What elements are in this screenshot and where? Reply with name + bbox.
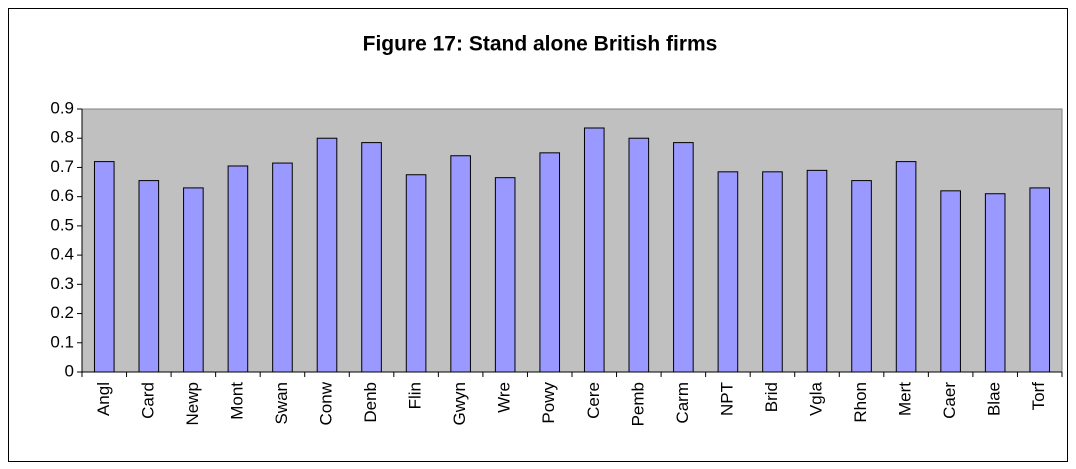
bar	[450, 155, 471, 373]
y-tick-label: 0.6	[50, 186, 74, 205]
bar	[851, 180, 872, 373]
bar	[227, 165, 249, 373]
x-tick-label: Rhon	[851, 382, 870, 423]
x-tick-label: Caer	[940, 382, 959, 419]
y-tick-label: 0.2	[50, 303, 74, 322]
chart-title: Figure 17: Stand alone British firms	[363, 33, 718, 56]
bar	[405, 174, 427, 373]
bar	[762, 171, 783, 373]
x-tick-label: Swan	[272, 382, 291, 425]
bar	[138, 180, 160, 373]
y-tick-label: 0.1	[50, 332, 74, 351]
y-tick-label: 0.9	[50, 98, 74, 117]
x-tick-label: Flin	[406, 382, 425, 409]
x-tick-label: Torf	[1029, 382, 1048, 411]
bar	[539, 152, 561, 373]
x-tick-label: Gwyn	[450, 382, 469, 425]
x-tick-label: Mert	[896, 382, 915, 416]
bar	[583, 127, 605, 373]
bar	[895, 161, 917, 373]
x-tick-label: Powy	[539, 382, 558, 424]
bar	[1029, 187, 1051, 373]
x-tick-label: NPT	[717, 382, 736, 416]
bar	[717, 171, 739, 373]
x-tick-label: Brid	[762, 382, 781, 412]
x-tick-label: Conw	[316, 381, 335, 425]
bar	[628, 137, 650, 373]
x-tick-label: Mont	[227, 382, 246, 420]
bar	[183, 187, 204, 373]
x-tick-label: Vgla	[806, 381, 825, 416]
y-tick-label: 0.4	[50, 245, 74, 264]
bar	[673, 142, 694, 373]
y-tick-label: 0.7	[50, 157, 74, 176]
bar	[272, 162, 293, 373]
x-tick-label: Newp	[183, 382, 202, 425]
bar	[361, 142, 382, 373]
y-tick-label: 0	[65, 361, 74, 380]
bar	[806, 169, 828, 373]
x-tick-label: Pemb	[628, 382, 647, 426]
x-tick-label: Cere	[584, 382, 603, 419]
x-tick-label: Blae	[985, 382, 1004, 416]
x-tick-label: Angl	[94, 382, 113, 416]
bar	[984, 193, 1006, 373]
x-tick-label: Denb	[361, 382, 380, 423]
bar	[316, 137, 338, 373]
y-tick-label: 0.3	[50, 274, 74, 293]
y-tick-label: 0.8	[50, 128, 74, 147]
bar	[494, 177, 516, 373]
bar	[940, 190, 961, 373]
bar	[93, 161, 115, 373]
y-tick-label: 0.5	[50, 215, 74, 234]
x-tick-label: Wre	[495, 382, 514, 413]
x-tick-label: Card	[138, 382, 157, 419]
x-tick-label: Carm	[673, 382, 692, 424]
